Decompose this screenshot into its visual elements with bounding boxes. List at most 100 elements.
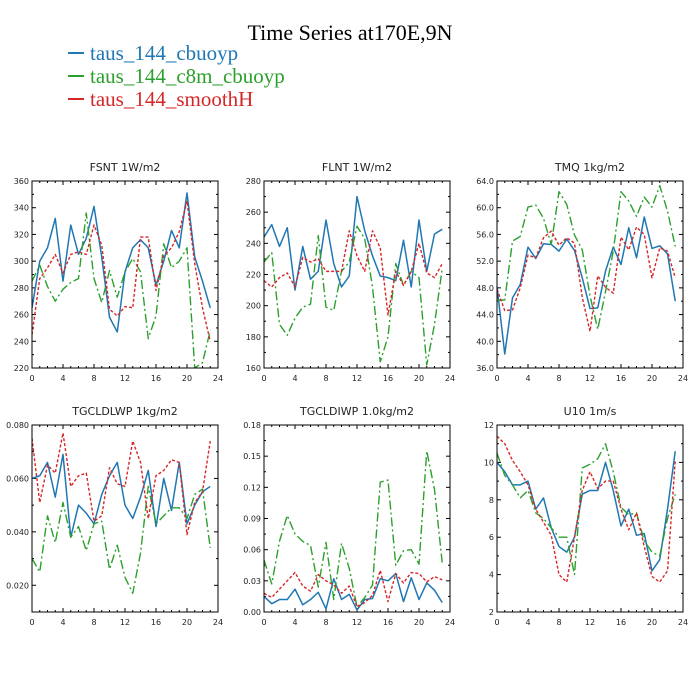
x-tick-label: 24 bbox=[213, 374, 223, 383]
legend-item-c8m-cbuoyp: taus_144_c8m_cbuoyp bbox=[68, 65, 285, 88]
x-tick-label: 12 bbox=[585, 618, 595, 627]
x-tick-label: 20 bbox=[182, 618, 192, 627]
y-tick-label: 44.0 bbox=[476, 311, 494, 320]
chart-title: TGCLDIWP 1.0kg/m2 bbox=[299, 405, 414, 418]
x-tick-label: 8 bbox=[323, 618, 328, 627]
chart-title: TMQ 1kg/m2 bbox=[554, 161, 625, 174]
x-tick-label: 20 bbox=[414, 618, 424, 627]
x-tick-label: 16 bbox=[616, 618, 626, 627]
series-line-c8m-cbuoyp bbox=[32, 212, 211, 368]
y-tick-label: 0.06 bbox=[243, 546, 261, 555]
x-tick-label: 0 bbox=[494, 618, 499, 627]
x-tick-label: 4 bbox=[525, 618, 530, 627]
y-tick-label: 56.0 bbox=[476, 230, 494, 239]
x-tick-label: 4 bbox=[60, 618, 65, 627]
plot-frame bbox=[263, 424, 451, 613]
x-tick-label: 0 bbox=[29, 374, 34, 383]
chart-title: FSNT 1W/m2 bbox=[90, 161, 161, 174]
y-tick-label: 64.0 bbox=[476, 177, 494, 186]
x-tick-label: 12 bbox=[352, 374, 362, 383]
y-tick-label: 36.0 bbox=[476, 364, 494, 373]
figure-title: Time Series at170E,9N bbox=[247, 20, 453, 45]
y-tick-label: 360 bbox=[14, 177, 29, 186]
legend-label-smoothh: taus_144_smoothH bbox=[90, 87, 254, 111]
y-tick-label: 0.00 bbox=[243, 608, 261, 617]
x-tick-label: 20 bbox=[182, 374, 192, 383]
y-tick-label: 160 bbox=[246, 364, 261, 373]
x-tick-label: 24 bbox=[213, 618, 223, 627]
y-tick-label: 220 bbox=[14, 364, 29, 373]
chart-title: FLNT 1W/m2 bbox=[322, 161, 392, 174]
y-tick-label: 200 bbox=[246, 302, 261, 311]
x-tick-label: 4 bbox=[292, 374, 297, 383]
plot-frame bbox=[31, 180, 219, 369]
y-tick-label: 240 bbox=[246, 239, 261, 248]
x-tick-label: 8 bbox=[91, 374, 96, 383]
legend: taus_144_cbuoyp taus_144_c8m_cbuoyp taus… bbox=[68, 42, 285, 111]
x-tick-label: 12 bbox=[120, 618, 130, 627]
legend-label-cbuoyp: taus_144_cbuoyp bbox=[90, 41, 239, 65]
y-tick-label: 280 bbox=[14, 284, 29, 293]
y-tick-label: 260 bbox=[14, 311, 29, 320]
y-tick-label: 8 bbox=[489, 496, 494, 505]
series-line-smoothh bbox=[497, 226, 676, 332]
series-line-smoothh bbox=[32, 432, 211, 536]
chart-panel-3: TMQ 1kg/m2 0 4 8 12 16 20 24 36.0 40.0 44.0 48.0 52.… bbox=[476, 161, 688, 383]
y-tick-label: 0.12 bbox=[243, 483, 261, 492]
legend-item-cbuoyp: taus_144_cbuoyp bbox=[68, 42, 285, 65]
y-tick-label: 0.03 bbox=[243, 577, 261, 586]
chart-title: TGCLDLWP 1kg/m2 bbox=[71, 405, 177, 418]
series-line-c8m-cbuoyp bbox=[264, 450, 443, 608]
series-line-cbuoyp bbox=[264, 572, 443, 611]
y-tick-label: 340 bbox=[14, 204, 29, 213]
x-tick-label: 12 bbox=[585, 374, 595, 383]
y-tick-label: 60.0 bbox=[476, 204, 494, 213]
chart-panel-4: TGCLDLWP 1kg/m2 0 4 8 12 16 20 24 0.020 0.040 0.06… bbox=[6, 405, 223, 627]
x-tick-label: 8 bbox=[91, 618, 96, 627]
x-tick-label: 24 bbox=[445, 618, 455, 627]
y-tick-label: 280 bbox=[246, 177, 261, 186]
y-tick-label: 52.0 bbox=[476, 257, 494, 266]
x-tick-label: 0 bbox=[261, 618, 266, 627]
y-tick-label: 12 bbox=[484, 421, 494, 430]
x-tick-label: 24 bbox=[678, 374, 688, 383]
x-tick-label: 24 bbox=[445, 374, 455, 383]
y-tick-label: 0.080 bbox=[6, 421, 29, 430]
chart-title: U10 1m/s bbox=[564, 405, 617, 418]
series-line-c8m-cbuoyp bbox=[497, 184, 676, 330]
x-tick-label: 20 bbox=[414, 374, 424, 383]
chart-panel-1: FSNT 1W/m2 0 4 8 12 16 20 24 220 240 260 280 300 320 3… bbox=[14, 161, 223, 383]
series-line-cbuoyp bbox=[264, 195, 443, 291]
x-tick-label: 16 bbox=[151, 618, 161, 627]
y-tick-label: 0.060 bbox=[6, 474, 29, 483]
x-tick-label: 12 bbox=[352, 618, 362, 627]
y-tick-label: 0.040 bbox=[6, 528, 29, 537]
x-tick-label: 16 bbox=[383, 618, 393, 627]
y-tick-label: 0.15 bbox=[243, 452, 261, 461]
legend-label-c8m-cbuoyp: taus_144_c8m_cbuoyp bbox=[90, 64, 285, 88]
x-tick-label: 0 bbox=[261, 374, 266, 383]
x-tick-label: 4 bbox=[292, 618, 297, 627]
x-tick-label: 4 bbox=[525, 374, 530, 383]
y-tick-label: 0.020 bbox=[6, 581, 29, 590]
plot-frame bbox=[263, 180, 451, 369]
plot-frame bbox=[31, 424, 219, 613]
series-line-cbuoyp bbox=[497, 216, 676, 355]
y-tick-label: 260 bbox=[246, 208, 261, 217]
plot-frame bbox=[496, 180, 684, 369]
x-tick-label: 12 bbox=[120, 374, 130, 383]
plot-frame bbox=[496, 424, 684, 613]
y-tick-label: 2 bbox=[489, 608, 494, 617]
chart-panel-5: TGCLDIWP 1.0kg/m2 0 4 8 12 16 20 24 0.00 0.03 0.06… bbox=[243, 405, 455, 627]
legend-swatch-cbuoyp bbox=[68, 52, 84, 55]
y-tick-label: 10 bbox=[484, 458, 494, 467]
legend-swatch-c8m-cbuoyp bbox=[68, 75, 84, 78]
series-line-c8m-cbuoyp bbox=[497, 443, 676, 576]
y-tick-label: 220 bbox=[246, 271, 261, 280]
y-tick-label: 300 bbox=[14, 257, 29, 266]
series-line-smoothh bbox=[32, 200, 211, 342]
y-tick-label: 40.0 bbox=[476, 337, 494, 346]
x-tick-label: 4 bbox=[60, 374, 65, 383]
series-line-cbuoyp bbox=[497, 451, 676, 572]
